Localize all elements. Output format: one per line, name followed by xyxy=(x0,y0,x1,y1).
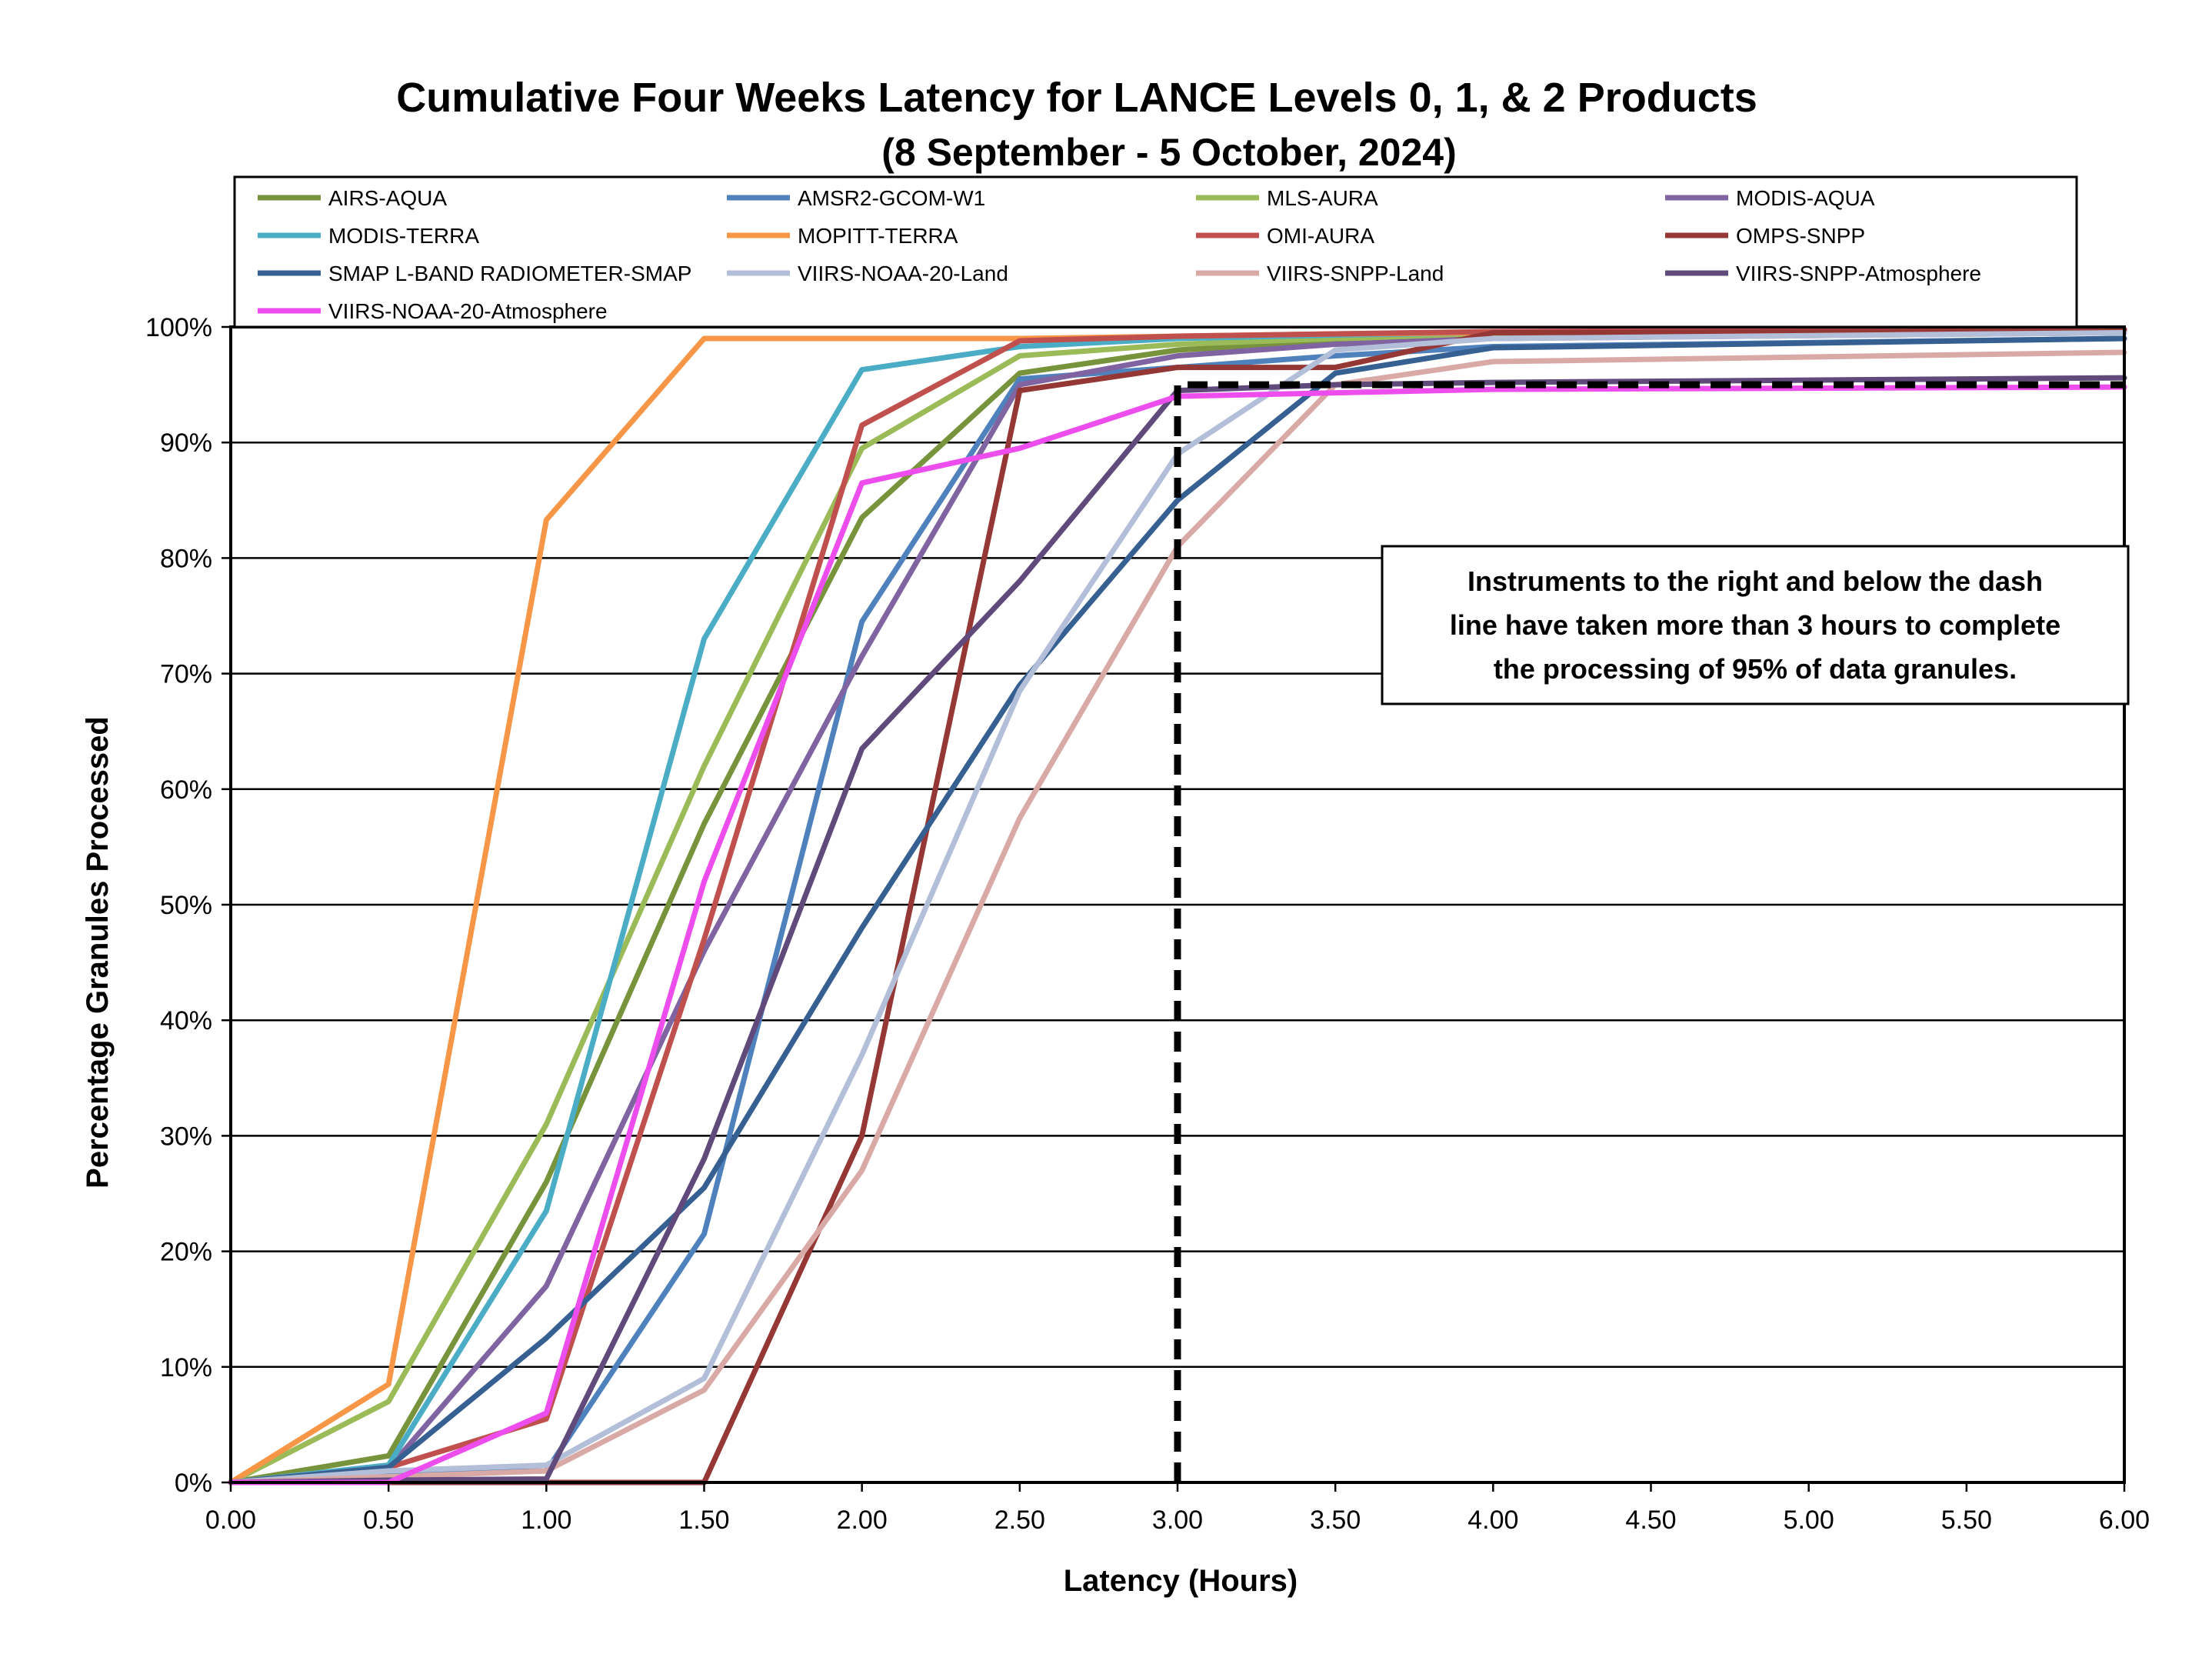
x-tick-label: 4.00 xyxy=(1467,1506,1518,1535)
y-tick-label: 80% xyxy=(160,544,212,573)
legend-label-omi-aura: OMI-AURA xyxy=(1267,224,1374,248)
x-tick-label: 3.50 xyxy=(1310,1506,1361,1535)
x-axis-ticks: 0.00 0.50 1.00 1.50 2.00 2.50 3.00 3.50 4.00 4.50… xyxy=(205,1482,2150,1535)
y-tick-label: 100% xyxy=(145,313,212,342)
legend-label-amsr2-gcom-w1: AMSR2-GCOM-W1 xyxy=(798,186,985,210)
annotation-line-3: the processing of 95% of data granules. xyxy=(1494,653,2017,685)
x-tick-label: 0.50 xyxy=(363,1506,414,1535)
y-tick-label: 20% xyxy=(160,1238,212,1267)
chart-title: Cumulative Four Weeks Latency for LANCE … xyxy=(396,75,1757,121)
legend-label-modis-aqua: MODIS-AQUA xyxy=(1736,186,1875,210)
x-tick-label: 2.00 xyxy=(837,1506,888,1535)
annotation-box: Instruments to the right and below the d… xyxy=(1381,545,2130,705)
y-tick-label: 40% xyxy=(160,1006,212,1035)
y-tick-label: 30% xyxy=(160,1122,212,1151)
legend-label-viirs-snpp-land: VIIRS-SNPP-Land xyxy=(1267,262,1444,285)
series-line-viirs-noaa-20-atmosphere xyxy=(228,384,2127,1486)
series-line-smap-l-band-radiometer-smap xyxy=(228,335,2127,1486)
x-tick-label: 2.50 xyxy=(994,1506,1045,1535)
threshold xyxy=(1174,381,2124,1482)
legend-label-viirs-snpp-atmosphere: VIIRS-SNPP-Atmosphere xyxy=(1736,262,1981,285)
y-tick-label: 60% xyxy=(160,775,212,805)
series-line-viirs-noaa-20-land xyxy=(228,330,2127,1486)
legend-label-viirs-noaa-20-land: VIIRS-NOAA-20-Land xyxy=(798,262,1008,285)
y-tick-label: 10% xyxy=(160,1353,212,1382)
y-tick-label: 90% xyxy=(160,429,212,458)
legend-label-modis-terra: MODIS-TERRA xyxy=(328,224,479,248)
y-tick-label: 70% xyxy=(160,660,212,689)
legend-box xyxy=(233,175,2078,328)
series-line-mls-aura xyxy=(228,328,2127,1486)
legend-label-mopitt-terra: MOPITT-TERRA xyxy=(798,224,958,248)
series-line-modis-aqua xyxy=(228,330,2127,1486)
legend: AIRS-AQUA AMSR2-GCOM-W1 MLS-AURA MODIS-AQUA… xyxy=(233,175,2078,328)
annotation-frame xyxy=(1381,545,2130,705)
y-axis-ticks: 0% 10% 20% 30% 40% 50% 60% 70% 80% 90% 100% xyxy=(145,313,231,1498)
legend-label-airs-aqua: AIRS-AQUA xyxy=(328,186,447,210)
x-tick-label: 0.00 xyxy=(205,1506,256,1535)
series-line-viirs-snpp-land xyxy=(228,349,2127,1486)
x-axis-label: Latency (Hours) xyxy=(1064,1564,1298,1598)
y-tick-label: 50% xyxy=(160,891,212,920)
annotation-line-2: line have taken more than 3 hours to com… xyxy=(1450,609,2060,641)
x-tick-label: 3.00 xyxy=(1152,1506,1203,1535)
series-lines xyxy=(228,326,2127,1486)
x-tick-label: 5.50 xyxy=(1941,1506,1992,1535)
x-tick-label: 6.00 xyxy=(2099,1506,2150,1535)
x-tick-label: 1.00 xyxy=(521,1506,571,1535)
legend-label-viirs-noaa-20-atmosphere: VIIRS-NOAA-20-Atmosphere xyxy=(328,299,608,323)
chart-subtitle: (8 September - 5 October, 2024) xyxy=(881,131,1457,174)
legend-label-smap-l-band-radiometer-smap: SMAP L-BAND RADIOMETER-SMAP xyxy=(328,262,691,285)
series-line-omi-aura xyxy=(228,326,2127,1486)
x-tick-label: 4.50 xyxy=(1625,1506,1676,1535)
x-tick-label: 5.00 xyxy=(1784,1506,1834,1535)
legend-items: AIRS-AQUA AMSR2-GCOM-W1 MLS-AURA MODIS-AQUA… xyxy=(258,186,1981,323)
y-tick-label: 0% xyxy=(175,1469,212,1498)
threshold-dash-line xyxy=(1174,381,2124,1482)
x-tick-label: 1.50 xyxy=(678,1506,729,1535)
y-axis-label: Percentage Granules Processed xyxy=(81,716,115,1189)
legend-label-mls-aura: MLS-AURA xyxy=(1267,186,1378,210)
legend-label-omps-snpp: OMPS-SNPP xyxy=(1736,224,1865,248)
annotation-line-1: Instruments to the right and below the d… xyxy=(1467,565,2043,597)
